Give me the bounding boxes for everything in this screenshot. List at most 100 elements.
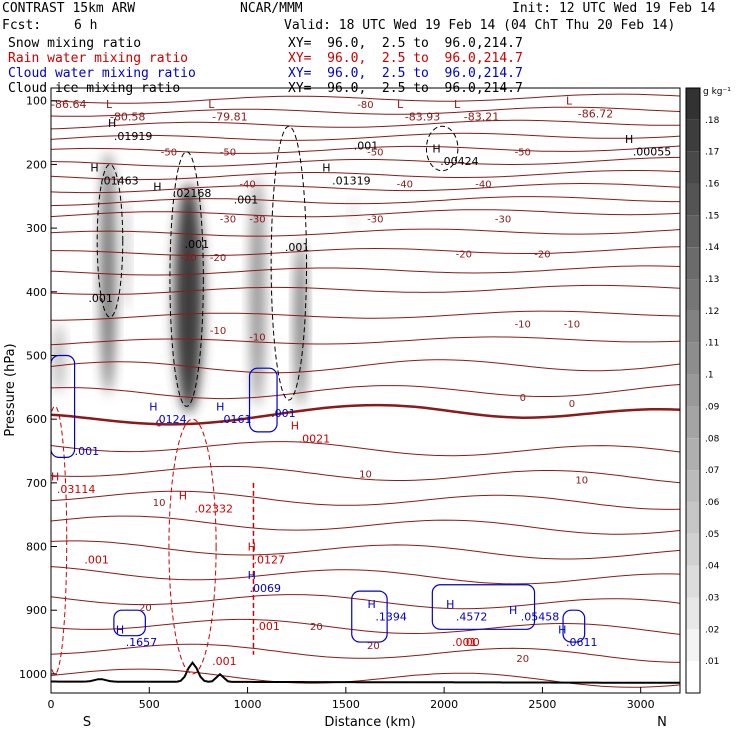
fcst-value: 6 h (74, 18, 98, 33)
init-time: Init: 12 UTC Wed 19 Feb 14 (512, 1, 716, 16)
isotherm-line (51, 441, 680, 457)
extremum-label: H (179, 490, 187, 503)
field-xy-cloud-water: XY= 96.0, 2.5 to 96.0,214.7 (288, 66, 523, 81)
isotherm-line (51, 566, 680, 585)
plot-frame (50, 87, 681, 694)
dashed-contour (96, 163, 124, 318)
valid-time: Valid: 18 UTC Wed 19 Feb 14 (04 ChT Thu … (284, 18, 676, 33)
extremum-label: L (454, 98, 461, 111)
isotherm-label: 0 (569, 399, 575, 410)
colorbar-cell (686, 565, 700, 598)
extremum-label: .001 (185, 238, 210, 251)
extremum-label: .001 (255, 620, 279, 633)
isotherm-line (51, 119, 680, 130)
extremum-label: .001 (234, 193, 259, 206)
colorbar-cell (686, 151, 700, 184)
dashed-contour (168, 418, 217, 675)
isotherm-label: -80 (357, 100, 373, 111)
isotherm-label: -10 (564, 320, 580, 331)
colorbar-tick-label: .1 (705, 371, 714, 381)
isotherm-label: -50 (161, 148, 177, 159)
isotherm-line (51, 310, 680, 321)
field-name-snow: Snow mixing ratio (8, 36, 142, 51)
colorbar-cell (686, 438, 700, 471)
snow-column-0 (100, 151, 116, 394)
extremum-label: H (625, 133, 633, 146)
y-tick-label: 900 (26, 604, 47, 617)
colorbar-cell (686, 247, 700, 280)
y-tick-label: 800 (26, 541, 47, 554)
snow-shading (52, 151, 358, 413)
isotherm-line (51, 106, 680, 117)
extremum-label: .001 (75, 445, 100, 458)
isotherm-line (51, 156, 680, 167)
colorbar-cell (686, 597, 700, 630)
colorbar-tick-label: .06 (705, 498, 720, 508)
isotherm-label: 0 (520, 393, 526, 404)
colorbar-cell (686, 374, 700, 407)
isotherm-label: -10 (515, 320, 531, 331)
isotherm-line (51, 403, 680, 426)
extremum-label: .001 (354, 139, 379, 152)
y-tick-label: 100 (26, 95, 47, 108)
extremum-label: H (291, 420, 299, 433)
colorbar-frame (685, 87, 701, 694)
extremum-label: H (509, 604, 517, 617)
snow-column-6 (349, 196, 358, 229)
isotherm-label: 20 (310, 622, 323, 633)
extremum-label: .001 (452, 636, 477, 649)
isotherm-label: -50 (220, 148, 236, 159)
colorbar-cell (686, 406, 700, 439)
contours (51, 93, 680, 688)
isotherm-label: -30 (249, 215, 265, 226)
colorbar-cell (686, 183, 700, 216)
x-tick-label: 2000 (430, 698, 458, 711)
colorbar-tick-label: .04 (705, 562, 720, 572)
cloud-water-contour (562, 609, 586, 643)
y-axis-label: Pressure (hPa) (3, 343, 18, 436)
cloud-water-contour (431, 584, 536, 630)
extremum-label: -86.72 (578, 107, 613, 120)
isotherm-label: -20 (534, 250, 550, 261)
isotherm-line (51, 668, 680, 688)
isotherm-line (51, 145, 680, 154)
isotherm-label: -20 (456, 250, 472, 261)
isotherm-label: -10 (249, 332, 265, 343)
isotherm-line (51, 265, 680, 276)
isotherm-label: -20 (180, 253, 196, 264)
cloud-water-contour (51, 354, 76, 458)
extremum-label: H (51, 470, 59, 483)
snow-column-2 (173, 183, 204, 413)
colorbar-tick-label: .18 (705, 116, 720, 126)
extremum-label: .05458 (521, 611, 560, 624)
isotherm-label: -40 (397, 180, 413, 191)
colorbar-tick-label: .14 (705, 243, 720, 253)
x-tick-label: 3000 (627, 698, 655, 711)
isotherm-label: -10 (210, 326, 226, 337)
extremum-label: .4572 (456, 611, 488, 624)
field-name-rain: Rain water mixing ratio (8, 51, 189, 66)
y-tick-label: 1000 (19, 668, 47, 681)
y-tick-label: 600 (26, 413, 47, 426)
y-tick-label: 500 (26, 349, 47, 362)
isotherm-label: 10 (575, 476, 588, 487)
extremum-label: H (108, 117, 116, 130)
extremum-label: .02168 (173, 187, 212, 200)
isotherm-line (51, 384, 680, 400)
isotherm-line (51, 465, 680, 484)
colorbar-cell (686, 661, 700, 693)
isotherm-label: -50 (367, 148, 383, 159)
extremum-label: .01319 (332, 174, 371, 187)
snow-column-1 (121, 196, 130, 311)
extremum-label: -86.64 (51, 98, 86, 111)
colorbar-unit: g kg⁻¹ (703, 87, 731, 97)
colorbar-cell (686, 310, 700, 343)
isotherm-label: -20 (210, 253, 226, 264)
colorbar-tick-label: .07 (705, 466, 719, 476)
extremum-label: .001 (285, 241, 310, 254)
isotherm-label: -40 (475, 180, 491, 191)
colorbar-tick-label: .09 (705, 402, 720, 412)
isotherm-label: -30 (495, 215, 511, 226)
dashed-contour (169, 151, 204, 407)
